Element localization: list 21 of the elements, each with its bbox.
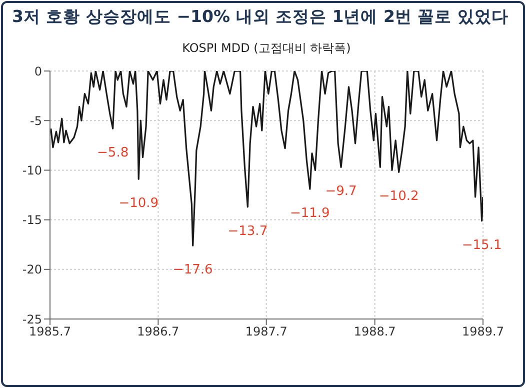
- annotation: −10.2: [378, 189, 419, 204]
- x-tick-label: 1986.7: [137, 324, 180, 339]
- y-tick-label: -20: [22, 262, 42, 277]
- y-tick-label: -25: [22, 312, 42, 326]
- x-tick-label: 1987.7: [245, 324, 288, 339]
- y-tick-label: -10: [22, 163, 42, 178]
- annotation: −13.7: [228, 224, 268, 239]
- annotation: −5.8: [97, 146, 129, 161]
- annotation: −10.9: [118, 196, 159, 212]
- annotation: −17.6: [172, 262, 213, 278]
- x-tick-label: 1985.7: [29, 324, 71, 339]
- annotation: −9.7: [325, 184, 357, 200]
- annotation: −15.1: [462, 238, 502, 253]
- x-tick-label: 1988.7: [354, 324, 396, 339]
- chart-subtitle: KOSPI MDD (고점대비 하락폭): [181, 40, 352, 57]
- chart-title: 3저 호황 상승장에도 −10% 내외 조정은 1년에 2번 꼴로 있었다: [12, 6, 508, 28]
- annotation: −11.9: [290, 206, 330, 222]
- y-tick-label: -5: [30, 114, 42, 128]
- y-tick-label: -15: [22, 213, 42, 228]
- x-tick-label: 1989.7: [462, 324, 504, 339]
- y-tick-label: 0: [34, 64, 42, 78]
